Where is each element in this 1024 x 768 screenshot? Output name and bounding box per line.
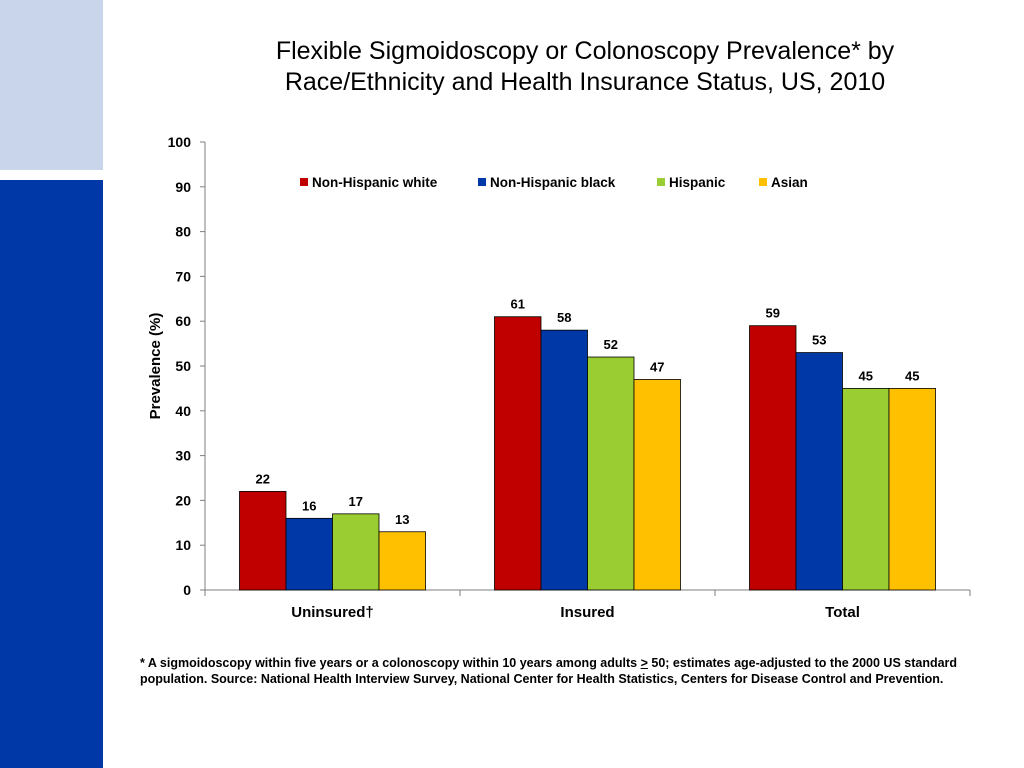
bar xyxy=(888,387,936,591)
legend-label: Non-Hispanic black xyxy=(490,175,616,190)
bar xyxy=(587,356,635,591)
x-tick-label: Insured xyxy=(560,604,614,621)
y-tick-label: 100 xyxy=(168,134,192,150)
x-tick-label: Uninsured† xyxy=(291,604,374,621)
y-tick-label: 10 xyxy=(175,537,191,553)
bar xyxy=(494,316,542,591)
footnote-text-1: * A sigmoidoscopy within five years or a… xyxy=(140,656,641,670)
y-tick-label: 90 xyxy=(175,179,191,195)
y-tick-label: 40 xyxy=(175,403,191,419)
bar xyxy=(842,387,890,591)
legend-swatch xyxy=(657,178,665,186)
data-label: 47 xyxy=(650,359,664,374)
bar xyxy=(378,531,426,591)
data-label: 22 xyxy=(256,471,270,486)
data-label: 61 xyxy=(511,297,525,312)
data-label: 45 xyxy=(905,368,919,383)
legend-swatch xyxy=(478,178,486,186)
data-label: 59 xyxy=(766,306,780,321)
footnote-text-2: 50; estimates age-adjusted to the 2000 U… xyxy=(140,656,958,686)
y-tick-label: 60 xyxy=(175,313,191,329)
legend-swatch xyxy=(300,178,308,186)
bar xyxy=(285,517,333,591)
y-tick-label: 80 xyxy=(175,224,191,240)
legend-label: Asian xyxy=(771,175,808,190)
data-label: 52 xyxy=(604,337,618,352)
sidebar-dark-block xyxy=(0,180,103,768)
y-axis-label: Prevalence (%) xyxy=(147,313,164,420)
y-tick-label: 70 xyxy=(175,268,191,284)
bar xyxy=(795,352,843,591)
bar xyxy=(633,379,681,591)
legend-label: Hispanic xyxy=(669,175,726,190)
y-tick-label: 0 xyxy=(183,582,191,598)
bar xyxy=(239,491,287,591)
bar xyxy=(332,513,380,591)
y-tick-label: 50 xyxy=(175,358,191,374)
slide-title: Flexible Sigmoidoscopy or Colonoscopy Pr… xyxy=(150,36,1020,98)
bar xyxy=(540,329,588,591)
sidebar-light-block xyxy=(0,0,103,170)
y-tick-label: 30 xyxy=(175,448,191,464)
data-label: 45 xyxy=(859,368,873,383)
data-label: 58 xyxy=(557,310,571,325)
y-tick-label: 20 xyxy=(175,492,191,508)
data-label: 17 xyxy=(349,494,363,509)
data-label: 13 xyxy=(395,512,409,527)
legend-swatch xyxy=(759,178,767,186)
title-line-1: Flexible Sigmoidoscopy or Colonoscopy Pr… xyxy=(275,37,895,65)
x-tick-label: Total xyxy=(825,604,860,621)
title-line-2: Race/Ethnicity and Health Insurance Stat… xyxy=(284,68,886,96)
footnote-ge-symbol: > xyxy=(640,656,648,670)
data-label: 53 xyxy=(812,333,826,348)
data-label: 16 xyxy=(302,498,316,513)
footnote: * A sigmoidoscopy within five years or a… xyxy=(140,655,1000,687)
bar xyxy=(749,325,797,591)
legend-label: Non-Hispanic white xyxy=(312,175,438,190)
